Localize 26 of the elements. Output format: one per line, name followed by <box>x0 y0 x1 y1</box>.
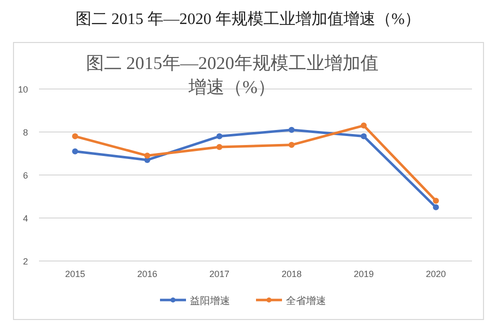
y-tick-label: 6 <box>22 170 28 180</box>
x-tick-label: 2016 <box>137 269 158 279</box>
point <box>432 198 439 204</box>
x-tick-label: 2020 <box>426 269 446 279</box>
point <box>432 204 439 210</box>
point <box>360 133 367 140</box>
y-tick-label: 8 <box>22 128 28 138</box>
text: 图二 2015 年—2020 年规模工业增加值增速（%） <box>75 10 421 28</box>
y-tick-label: 4 <box>22 214 28 224</box>
chart-title: 图二 2015年—2020年规模工业增加值增速（%） <box>86 53 378 97</box>
point <box>144 152 150 159</box>
point <box>288 142 295 148</box>
point <box>216 144 222 150</box>
point <box>360 122 367 129</box>
point <box>72 148 78 154</box>
point <box>288 126 295 133</box>
x-tick-label: 2015 <box>65 269 86 279</box>
x-tick-label: 2019 <box>354 269 374 279</box>
legend-label: 益阳增速 <box>190 295 230 307</box>
x-tick-label: 2017 <box>209 269 230 279</box>
point <box>72 133 78 140</box>
y-tick-label: 2 <box>22 256 28 266</box>
point <box>216 133 222 140</box>
x-tick-label: 2018 <box>282 269 302 279</box>
legend-label: 全省增速 <box>286 295 326 307</box>
y-tick-label: 10 <box>18 84 28 94</box>
